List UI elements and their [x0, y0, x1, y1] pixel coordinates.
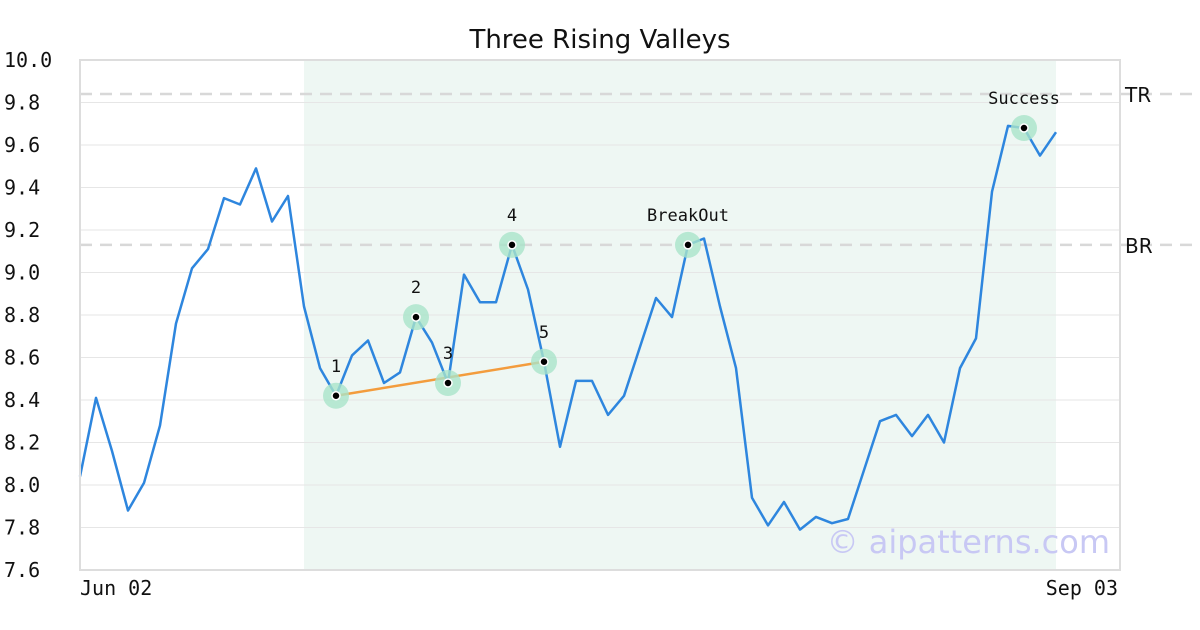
y-tick-label: 9.8	[4, 91, 40, 115]
chart-title: Three Rising Valleys	[468, 25, 730, 55]
marker-label-5: 5	[539, 323, 549, 343]
y-tick-label: 9.2	[4, 218, 40, 242]
y-tick-label: 9.4	[4, 176, 40, 200]
level-lines: TR BR	[80, 83, 1200, 258]
y-tick-label: 8.2	[4, 431, 40, 455]
marker-point-2	[411, 312, 421, 322]
x-tick-start: Jun 02	[80, 576, 152, 600]
marker-point-1	[331, 391, 341, 401]
marker-label-2: 2	[411, 278, 421, 298]
marker-point-3	[443, 378, 453, 388]
y-tick-label: 8.6	[4, 346, 40, 370]
marker-point-breakout	[683, 240, 693, 250]
price-line	[78, 124, 1058, 531]
y-tick-label: 7.6	[4, 558, 40, 582]
marker-label-3: 3	[443, 344, 453, 364]
y-tick-label: 10.0	[4, 48, 52, 72]
level-label-br: BR	[1125, 234, 1153, 258]
y-tick-label: 9.0	[4, 261, 40, 285]
marker-label-success: Success	[988, 89, 1060, 109]
y-tick-label: 7.8	[4, 516, 40, 540]
marker-label-4: 4	[507, 206, 517, 226]
marker-label-1: 1	[331, 357, 341, 377]
x-tick-end: Sep 03	[1046, 576, 1118, 600]
marker-point-5	[539, 357, 549, 367]
marker-point-success	[1019, 123, 1029, 133]
marker-point-4	[507, 240, 517, 250]
y-tick-label: 8.0	[4, 473, 40, 497]
plot-frame	[79, 59, 1121, 571]
level-label-tr: TR	[1124, 83, 1151, 107]
marker-label-breakout: BreakOut	[647, 206, 729, 226]
y-tick-label: 9.6	[4, 133, 40, 157]
y-tick-label: 8.4	[4, 388, 40, 412]
watermark: © aipatterns.com	[827, 523, 1110, 561]
y-tick-label: 8.8	[4, 303, 40, 327]
y-axis-ticks: 10.0 9.8 9.6 9.4 9.2 9.0 8.8 8.6 8.4 8.2 8.0 7.8 7.6	[4, 48, 52, 582]
pattern-markers: 1 2 3 4 5 BreakOut Success	[323, 89, 1060, 409]
